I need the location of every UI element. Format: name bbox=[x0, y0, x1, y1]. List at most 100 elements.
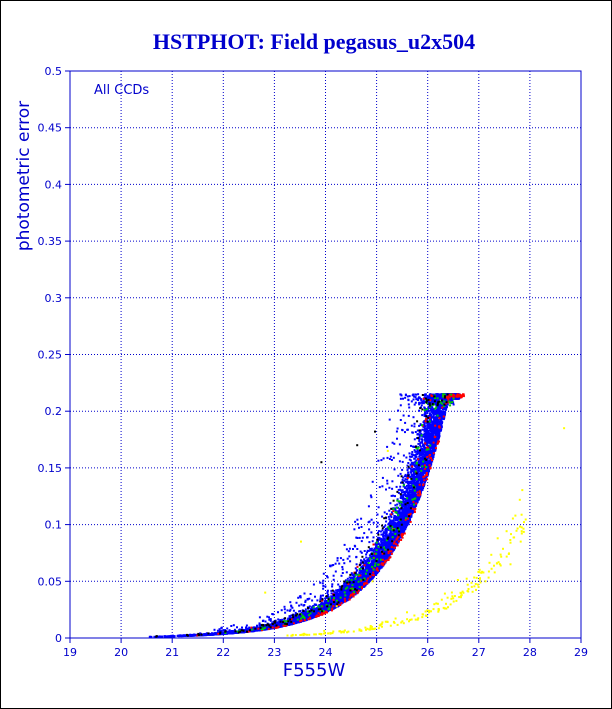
data-point bbox=[401, 489, 404, 492]
data-point bbox=[420, 404, 423, 407]
data-point bbox=[423, 481, 426, 484]
data-point bbox=[388, 533, 391, 536]
data-point bbox=[330, 595, 333, 598]
data-point bbox=[430, 431, 433, 434]
data-point bbox=[431, 442, 434, 445]
data-point bbox=[377, 536, 380, 539]
data-point bbox=[367, 549, 370, 552]
data-point bbox=[419, 445, 422, 448]
data-point bbox=[360, 566, 363, 569]
data-point bbox=[363, 570, 366, 573]
data-point bbox=[408, 491, 411, 494]
data-point bbox=[419, 456, 422, 459]
data-point bbox=[396, 498, 399, 501]
data-point bbox=[324, 597, 327, 600]
data-point bbox=[153, 635, 156, 638]
data-point bbox=[384, 531, 387, 534]
data-point bbox=[405, 494, 408, 497]
data-point bbox=[348, 576, 351, 579]
data-point bbox=[353, 582, 356, 585]
data-point bbox=[377, 530, 380, 533]
data-point bbox=[233, 628, 236, 631]
data-point bbox=[426, 433, 429, 436]
data-point bbox=[425, 434, 428, 437]
data-point bbox=[335, 589, 338, 592]
data-point bbox=[381, 515, 384, 518]
data-point bbox=[400, 495, 403, 498]
data-point bbox=[406, 469, 409, 472]
data-point bbox=[402, 531, 405, 534]
data-point bbox=[382, 541, 385, 544]
data-point bbox=[421, 402, 424, 404]
data-point bbox=[430, 447, 433, 450]
data-point bbox=[399, 488, 402, 491]
data-point bbox=[410, 461, 413, 464]
data-point bbox=[421, 414, 424, 417]
data-point bbox=[377, 531, 379, 534]
data-point bbox=[397, 525, 399, 528]
data-point bbox=[434, 448, 437, 451]
data-point bbox=[287, 617, 290, 620]
data-point bbox=[432, 410, 435, 413]
data-point bbox=[411, 451, 414, 453]
data-point bbox=[415, 459, 418, 462]
data-point bbox=[400, 504, 403, 506]
data-point bbox=[418, 497, 421, 499]
data-point bbox=[432, 412, 435, 415]
data-point bbox=[418, 451, 421, 454]
data-point bbox=[436, 412, 439, 415]
data-point bbox=[343, 584, 346, 587]
data-point bbox=[399, 512, 402, 515]
data-point bbox=[391, 519, 394, 522]
data-point bbox=[319, 603, 322, 606]
data-point bbox=[329, 600, 332, 603]
data-point bbox=[410, 444, 412, 447]
data-point bbox=[348, 579, 351, 582]
data-point bbox=[428, 415, 431, 417]
data-point bbox=[377, 538, 380, 541]
data-point bbox=[371, 562, 374, 565]
data-point bbox=[435, 422, 438, 425]
data-point bbox=[401, 468, 404, 471]
data-point bbox=[409, 459, 412, 462]
data-point bbox=[385, 520, 388, 523]
data-point bbox=[406, 478, 409, 481]
data-point bbox=[300, 611, 303, 614]
data-point bbox=[413, 449, 416, 452]
data-point bbox=[367, 564, 370, 567]
data-point bbox=[389, 514, 392, 517]
data-point bbox=[421, 438, 424, 441]
data-point bbox=[390, 521, 393, 523]
data-point bbox=[410, 468, 413, 471]
data-point bbox=[396, 503, 399, 506]
data-point bbox=[410, 462, 413, 465]
data-point bbox=[440, 412, 443, 415]
data-point bbox=[418, 452, 421, 455]
data-point bbox=[440, 422, 443, 425]
data-point bbox=[399, 496, 402, 499]
data-point bbox=[366, 549, 369, 552]
data-point bbox=[379, 530, 382, 533]
data-point bbox=[402, 499, 405, 501]
data-point bbox=[378, 559, 380, 562]
data-point bbox=[409, 463, 412, 466]
grid bbox=[65, 70, 582, 643]
data-point bbox=[336, 591, 339, 594]
data-point bbox=[167, 635, 170, 638]
data-point bbox=[364, 566, 367, 569]
data-point bbox=[417, 452, 420, 455]
data-point bbox=[338, 592, 341, 595]
data-point bbox=[410, 491, 413, 494]
data-point bbox=[427, 444, 429, 447]
data-point bbox=[438, 405, 441, 408]
data-point bbox=[281, 618, 284, 621]
data-point bbox=[372, 536, 375, 539]
data-point bbox=[363, 562, 366, 565]
data-point bbox=[383, 511, 386, 514]
data-point bbox=[408, 503, 411, 506]
data-point bbox=[298, 610, 301, 613]
data-point bbox=[413, 438, 416, 441]
data-point bbox=[313, 603, 316, 606]
data-point bbox=[350, 572, 353, 575]
data-point bbox=[428, 429, 430, 432]
